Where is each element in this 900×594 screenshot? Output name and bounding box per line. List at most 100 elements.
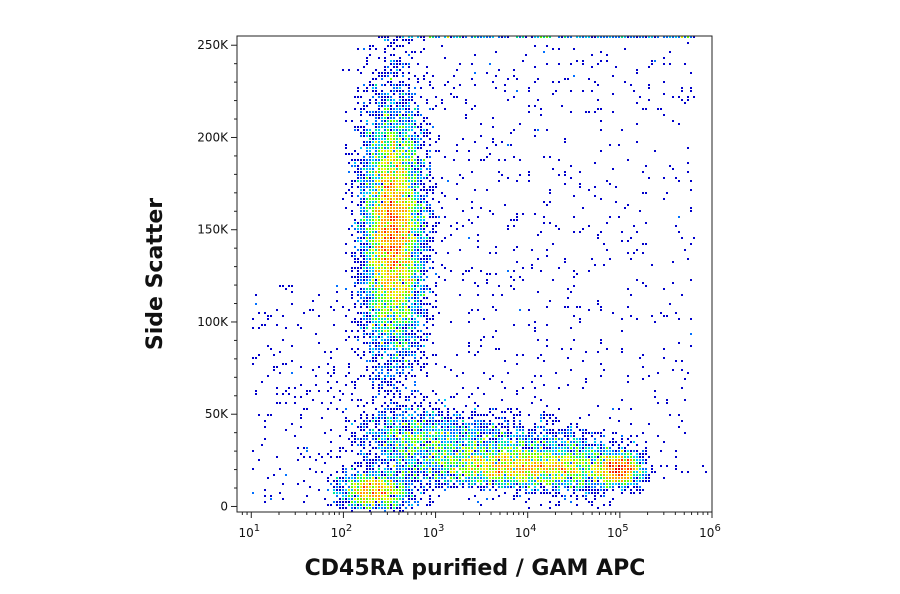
data-point	[405, 135, 407, 137]
data-point	[405, 138, 407, 140]
data-point	[420, 465, 422, 467]
data-point	[627, 471, 629, 473]
data-point	[378, 312, 380, 314]
data-point	[537, 489, 539, 491]
data-point	[387, 138, 389, 140]
data-point	[348, 480, 350, 482]
data-point	[615, 459, 617, 461]
data-point	[630, 480, 632, 482]
data-point	[399, 240, 401, 242]
data-point	[414, 168, 416, 170]
data-point	[531, 441, 533, 443]
data-point	[579, 456, 581, 458]
data-point	[369, 219, 371, 221]
data-point	[420, 213, 422, 215]
data-point	[432, 444, 434, 446]
data-point	[534, 453, 536, 455]
data-point	[360, 198, 362, 200]
data-point	[351, 495, 353, 497]
data-point	[393, 177, 395, 179]
data-point	[564, 468, 566, 470]
data-point	[447, 432, 449, 434]
data-point	[402, 468, 404, 470]
data-point	[423, 399, 425, 401]
data-point	[609, 462, 611, 464]
data-point	[510, 132, 512, 134]
data-point	[399, 483, 401, 485]
data-point	[546, 441, 548, 443]
data-point	[573, 447, 575, 449]
data-point	[369, 132, 371, 134]
data-point	[372, 171, 374, 173]
data-point	[417, 222, 419, 224]
data-point	[381, 36, 383, 38]
data-point	[465, 423, 467, 425]
data-point	[387, 192, 389, 194]
data-point	[351, 195, 353, 197]
data-point	[399, 246, 401, 248]
data-point	[372, 228, 374, 230]
data-point	[516, 447, 518, 449]
data-point	[510, 219, 512, 221]
data-point	[396, 111, 398, 113]
data-point	[516, 429, 518, 431]
data-point	[579, 459, 581, 461]
data-point	[504, 441, 506, 443]
data-point	[405, 219, 407, 221]
data-point	[399, 312, 401, 314]
data-point	[564, 78, 566, 80]
data-point	[549, 462, 551, 464]
data-point	[360, 126, 362, 128]
data-point	[357, 474, 359, 476]
data-point	[525, 450, 527, 452]
data-point	[393, 471, 395, 473]
data-point	[447, 453, 449, 455]
data-point	[363, 483, 365, 485]
data-point	[414, 432, 416, 434]
data-point	[522, 447, 524, 449]
data-point	[552, 477, 554, 479]
data-point	[408, 501, 410, 503]
data-point	[396, 285, 398, 287]
data-point	[384, 459, 386, 461]
data-point	[375, 294, 377, 296]
data-point	[678, 342, 680, 344]
data-point	[390, 183, 392, 185]
data-point	[417, 255, 419, 257]
data-point	[480, 483, 482, 485]
data-point	[396, 198, 398, 200]
data-point	[378, 330, 380, 332]
data-point	[453, 459, 455, 461]
data-point	[342, 492, 344, 494]
data-point	[477, 486, 479, 488]
data-point	[624, 456, 626, 458]
data-point	[354, 171, 356, 173]
data-point	[387, 366, 389, 368]
data-point	[390, 477, 392, 479]
data-point	[543, 51, 545, 53]
data-point	[390, 330, 392, 332]
data-point	[567, 297, 569, 299]
data-point	[645, 165, 647, 167]
data-point	[519, 459, 521, 461]
data-point	[390, 480, 392, 482]
data-point	[567, 489, 569, 491]
data-point	[495, 453, 497, 455]
data-point	[480, 441, 482, 443]
data-point	[417, 234, 419, 236]
data-point	[387, 354, 389, 356]
data-point	[420, 345, 422, 347]
data-point	[405, 489, 407, 491]
data-point	[636, 123, 638, 125]
data-point	[567, 456, 569, 458]
data-point	[366, 180, 368, 182]
data-point	[372, 507, 374, 509]
data-point	[408, 432, 410, 434]
data-point	[492, 435, 494, 437]
data-point	[366, 471, 368, 473]
data-point	[399, 129, 401, 131]
data-point	[384, 444, 386, 446]
data-point	[375, 189, 377, 191]
data-point	[330, 504, 332, 506]
data-point	[378, 126, 380, 128]
